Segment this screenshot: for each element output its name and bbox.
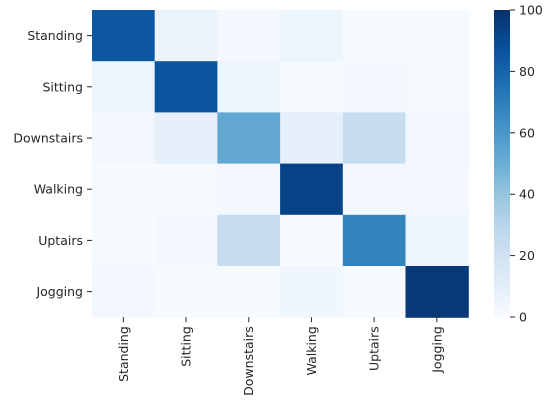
colorbar-tick-label: 100	[519, 3, 543, 18]
colorbar-tick-label: 60	[519, 125, 535, 140]
heatmap-cell	[154, 10, 218, 62]
heatmap-cells	[92, 10, 469, 318]
heatmap-cell	[342, 10, 407, 62]
y-tick-label: Downstairs	[13, 131, 83, 146]
y-tick-label: Standing	[27, 28, 83, 43]
heatmap-cell	[342, 266, 407, 318]
heatmap-cell	[217, 61, 281, 113]
heatmap-cell	[405, 163, 469, 216]
y-tick-label: Uptairs	[38, 233, 83, 248]
heatmap-cell	[217, 10, 281, 62]
heatmap-cell	[92, 112, 156, 165]
heatmap-cell	[280, 10, 344, 62]
heatmap-cell	[154, 61, 218, 113]
y-tick-label: Jogging	[35, 284, 83, 299]
heatmap-cell	[342, 112, 407, 165]
colorbar-tick-label: 40	[519, 187, 535, 202]
x-tick-label: Downstairs	[241, 326, 256, 396]
heatmap-cell	[280, 214, 344, 267]
heatmap-cell	[217, 112, 281, 165]
y-tick-label: Walking	[34, 182, 83, 197]
heatmap-cell	[280, 112, 344, 165]
x-tick-label: Jogging	[429, 326, 444, 374]
heatmap-cell	[405, 10, 469, 62]
x-tick-label: Standing	[116, 326, 131, 382]
heatmap-cell	[342, 61, 407, 113]
heatmap-cell	[217, 266, 281, 318]
heatmap-cell	[342, 214, 407, 267]
heatmap-cell	[92, 266, 156, 318]
colorbar-tick-label: 80	[519, 64, 535, 79]
heatmap-cell	[154, 112, 218, 165]
x-tick-label: Uptairs	[367, 326, 382, 371]
heatmap-cell	[280, 61, 344, 113]
heatmap-cell	[405, 214, 469, 267]
heatmap-cell	[405, 266, 469, 318]
heatmap-cell	[405, 112, 469, 165]
x-axis: Standing Sitting Downstairs Walking Uptairs J…	[116, 317, 444, 396]
heatmap-cell	[92, 214, 156, 267]
heatmap-cell	[280, 266, 344, 318]
heatmap-cell	[92, 61, 156, 113]
heatmap-cell	[217, 163, 281, 216]
heatmap-cell	[92, 10, 156, 62]
heatmap-cell	[342, 163, 407, 216]
y-axis: Standing Sitting Downstairs Walking Uptairs J…	[13, 28, 92, 299]
heatmap-cell	[217, 214, 281, 267]
heatmap-cell	[154, 266, 218, 318]
heatmap-cell	[280, 163, 344, 216]
y-tick-label: Sitting	[42, 79, 83, 94]
heatmap-cell	[154, 163, 218, 216]
colorbar-gradient	[494, 10, 510, 317]
colorbar-tick-label: 20	[519, 248, 535, 263]
colorbar-tick-label: 0	[519, 310, 527, 325]
x-tick-label: Sitting	[179, 326, 194, 367]
x-tick-label: Walking	[304, 326, 319, 375]
colorbar: 0 20 40 60 80 100	[494, 3, 543, 325]
heatmap-cell	[154, 214, 218, 267]
heatmap-cell	[92, 163, 156, 216]
heatmap-cell	[405, 61, 469, 113]
